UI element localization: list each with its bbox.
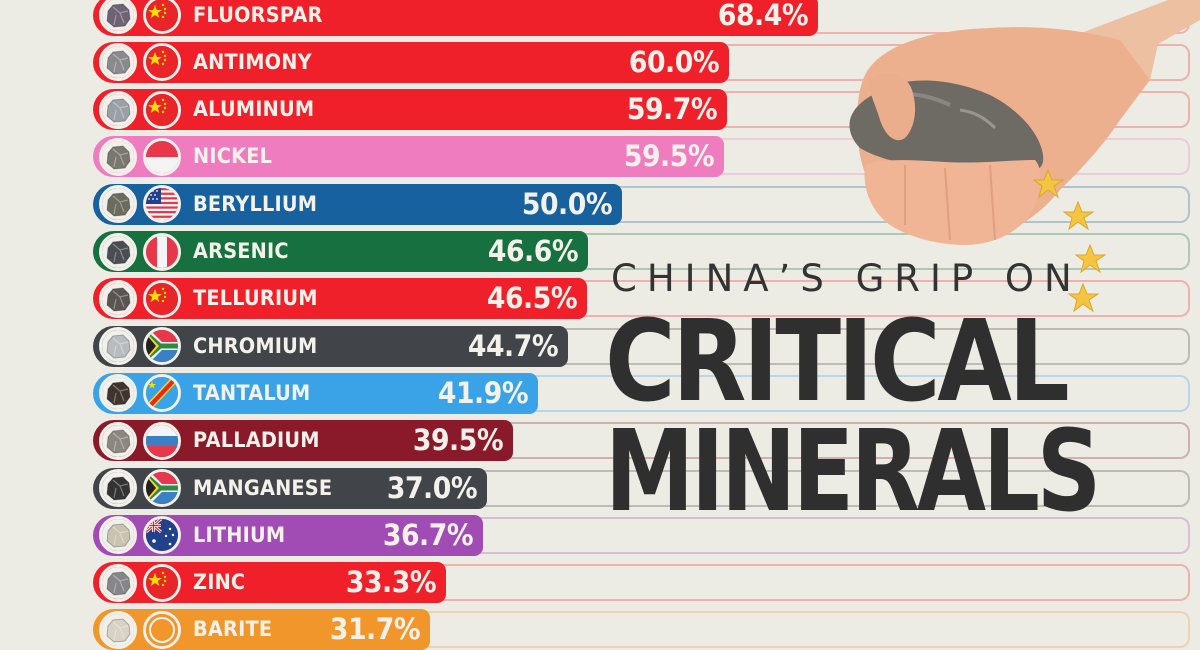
mineral-sample-icon — [99, 421, 137, 460]
share-value: 31.7% — [329, 612, 421, 647]
mineral-sample-icon — [99, 232, 137, 271]
mineral-sample-icon — [99, 516, 137, 555]
flag-indonesia-icon — [143, 137, 181, 176]
mineral-label: FLUORSPAR — [193, 2, 323, 27]
share-value: 59.5% — [623, 139, 715, 174]
share-value: 37.0% — [386, 470, 478, 505]
bar-aluminum: ALUMINUM 59.7% — [93, 89, 727, 131]
mineral-label: MANGANESE — [193, 475, 333, 500]
mineral-sample-icon — [99, 279, 137, 318]
share-value: 59.7% — [626, 92, 718, 127]
flag-china-icon — [143, 43, 181, 82]
mineral-sample-icon — [99, 374, 137, 413]
bar-track-outline — [400, 422, 1190, 460]
mineral-label: TANTALUM — [193, 380, 311, 405]
bar-track-outline — [400, 91, 1190, 129]
mineral-label: ARSENIC — [193, 239, 289, 263]
flag-china-icon — [143, 563, 181, 602]
title-subtitle: CHINA’S GRIP ON — [611, 257, 1082, 300]
bar-fluorspar: FLUORSPAR 68.4% — [93, 0, 818, 36]
mineral-sample-icon — [99, 610, 137, 649]
bar-beryllium: BERYLLIUM 50.0% — [93, 183, 622, 225]
flag-china-icon — [143, 279, 181, 318]
bar-track-outline — [400, 280, 1190, 318]
flag-south-africa-icon — [143, 327, 181, 366]
flag-icon — [143, 610, 181, 649]
bar-track-outline — [400, 469, 1190, 507]
bar-chromium: CHROMIUM 44.7% — [93, 325, 568, 367]
bar-antimony: ANTIMONY 60.0% — [93, 41, 729, 83]
bar-track-outline — [400, 138, 1190, 176]
share-value: 41.9% — [437, 375, 529, 410]
flag-australia-icon — [143, 516, 181, 555]
share-value: 39.5% — [412, 423, 504, 458]
share-value: 50.0% — [521, 186, 613, 221]
bar-track-outline — [400, 327, 1190, 365]
bar-track-outline — [400, 374, 1190, 412]
bar-chart: FLUORSPAR 68.4% ANTIMONY 60.0% ALUMINUM 59.… — [93, 0, 1190, 650]
mineral-label: LITHIUM — [193, 522, 286, 547]
share-value: 60.0% — [628, 44, 720, 79]
mineral-label: TELLURIUM — [193, 286, 318, 311]
bar-lithium: LITHIUM 36.7% — [93, 514, 483, 556]
hand-gripping-rock-illustration — [849, 0, 1200, 245]
bar-tantalum: TANTALUM 41.9% — [93, 372, 538, 414]
share-value: 46.6% — [487, 234, 579, 268]
share-value: 68.4% — [717, 0, 809, 32]
mineral-label: ALUMINUM — [193, 97, 315, 122]
bar-nickel: NICKEL 59.5% — [93, 136, 724, 178]
mineral-sample-icon — [99, 185, 137, 224]
flag-drc-icon — [143, 374, 181, 413]
bar-tellurium: TELLURIUM 46.5% — [93, 278, 587, 320]
fingers-shape — [864, 160, 1041, 245]
mineral-label: ZINC — [193, 570, 246, 595]
bar-track-outline — [400, 43, 1190, 81]
share-value: 44.7% — [467, 328, 559, 363]
bar-track-outline — [400, 611, 1190, 649]
mineral-label: ANTIMONY — [193, 49, 312, 74]
flag-russia-icon — [143, 421, 181, 460]
bar-arsenic: ARSENIC 46.6% — [93, 231, 588, 272]
mineral-label: PALLADIUM — [193, 428, 320, 453]
bar-track-outline — [400, 564, 1190, 602]
share-value: 36.7% — [382, 517, 474, 552]
bar-track-outline — [400, 233, 1190, 270]
mineral-sample-icon — [99, 43, 137, 82]
mineral-sample-icon — [99, 137, 137, 176]
mineral-label: BERYLLIUM — [193, 191, 318, 216]
mineral-sample-icon — [99, 469, 137, 507]
mineral-label: NICKEL — [193, 144, 273, 169]
share-value: 33.3% — [345, 565, 437, 600]
share-value: 46.5% — [486, 281, 578, 316]
bar-barite: BARITE 31.7% — [93, 609, 430, 650]
bar-track-outline — [400, 516, 1190, 554]
mineral-label: BARITE — [193, 617, 273, 642]
title-line-critical: CRITICAL — [605, 297, 1070, 427]
thumb-shape — [868, 72, 916, 141]
flag-china-icon — [143, 90, 181, 129]
bar-manganese: MANGANESE 37.0% — [93, 467, 487, 509]
bar-palladium: PALLADIUM 39.5% — [93, 420, 513, 462]
mineral-sample-icon — [99, 90, 137, 129]
mineral-label: CHROMIUM — [193, 333, 318, 358]
flag-usa-icon — [143, 185, 181, 224]
bar-track-outline — [400, 185, 1190, 223]
flag-south-africa-icon — [143, 469, 181, 507]
mineral-sample-icon — [99, 327, 137, 366]
title-line-minerals: MINERALS — [605, 407, 1101, 537]
flag-peru-icon — [143, 232, 181, 271]
bar-zinc: ZINC 33.3% — [93, 562, 446, 604]
flag-china-icon — [143, 0, 181, 34]
mineral-sample-icon — [99, 0, 137, 34]
mineral-sample-icon — [99, 563, 137, 602]
